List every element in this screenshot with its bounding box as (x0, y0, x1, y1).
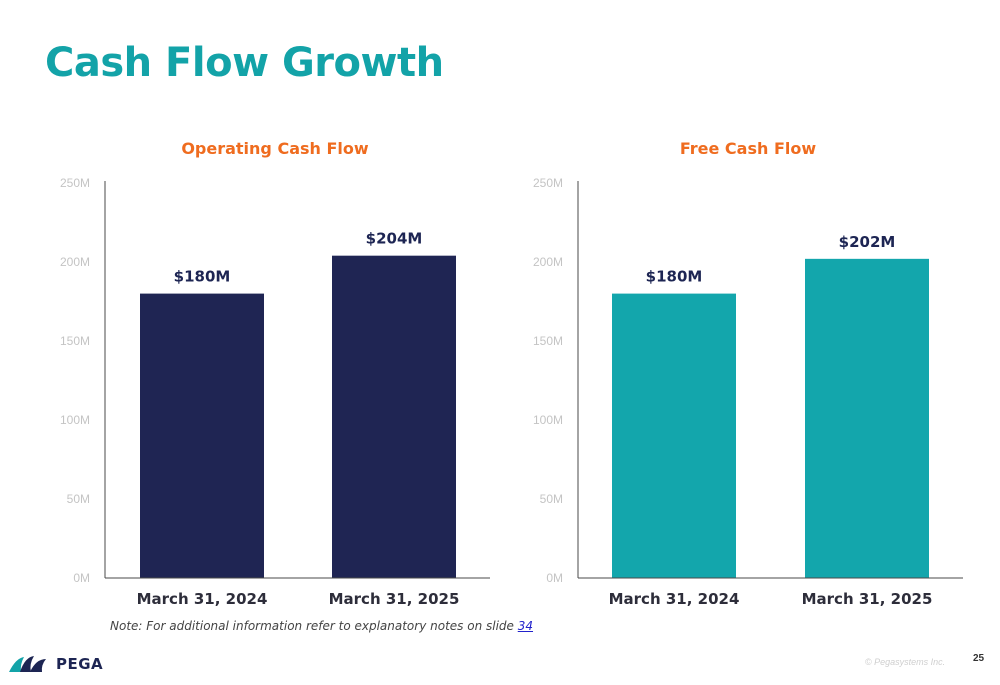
bar-2 (805, 258, 929, 578)
data-label: $180M (174, 268, 231, 286)
logo-text: PEGA (56, 655, 104, 673)
copyright: © Pegasystems Inc. (865, 657, 946, 667)
note-slide-link[interactable]: 34 (517, 619, 534, 633)
bar-1 (612, 293, 736, 578)
y-tick-label: 50M (540, 492, 563, 506)
y-tick-label: 150M (533, 334, 563, 348)
pega-logo: PEGA (8, 654, 103, 674)
category-label: March 31, 2024 (609, 590, 740, 608)
y-tick-label: 0M (73, 571, 90, 585)
pega-wings-icon (9, 656, 46, 672)
data-label: $180M (646, 268, 703, 286)
y-tick-label: 50M (67, 492, 90, 506)
bar-2 (332, 255, 456, 578)
free-cash-flow-chart: Free Cash Flow 0M 50M 100M 150M 200M 250M $180M… (533, 139, 963, 608)
chart-title: Free Cash Flow (680, 139, 817, 158)
y-tick-label: 0M (546, 571, 563, 585)
y-tick-label: 100M (533, 413, 563, 427)
category-label: March 31, 2024 (137, 590, 268, 608)
note-text: Note: For additional information refer t… (110, 619, 518, 633)
explanatory-note: Note: For additional information refer t… (110, 619, 533, 633)
category-label: March 31, 2025 (802, 590, 933, 608)
y-tick-label: 250M (533, 176, 563, 190)
category-label: March 31, 2025 (329, 590, 460, 608)
slide-title: Cash Flow Growth (45, 40, 444, 86)
y-tick-label: 100M (60, 413, 90, 427)
data-label: $202M (839, 233, 896, 251)
y-tick-label: 250M (60, 176, 90, 190)
bar-1 (140, 293, 264, 578)
data-label: $204M (366, 230, 423, 248)
operating-cash-flow-chart: Operating Cash Flow 0M 50M 100M 150M 200M 250M… (60, 139, 490, 608)
page-number: 25 (973, 653, 985, 664)
y-tick-label: 150M (60, 334, 90, 348)
y-tick-label: 200M (533, 255, 563, 269)
chart-title: Operating Cash Flow (181, 139, 369, 158)
y-tick-label: 200M (60, 255, 90, 269)
